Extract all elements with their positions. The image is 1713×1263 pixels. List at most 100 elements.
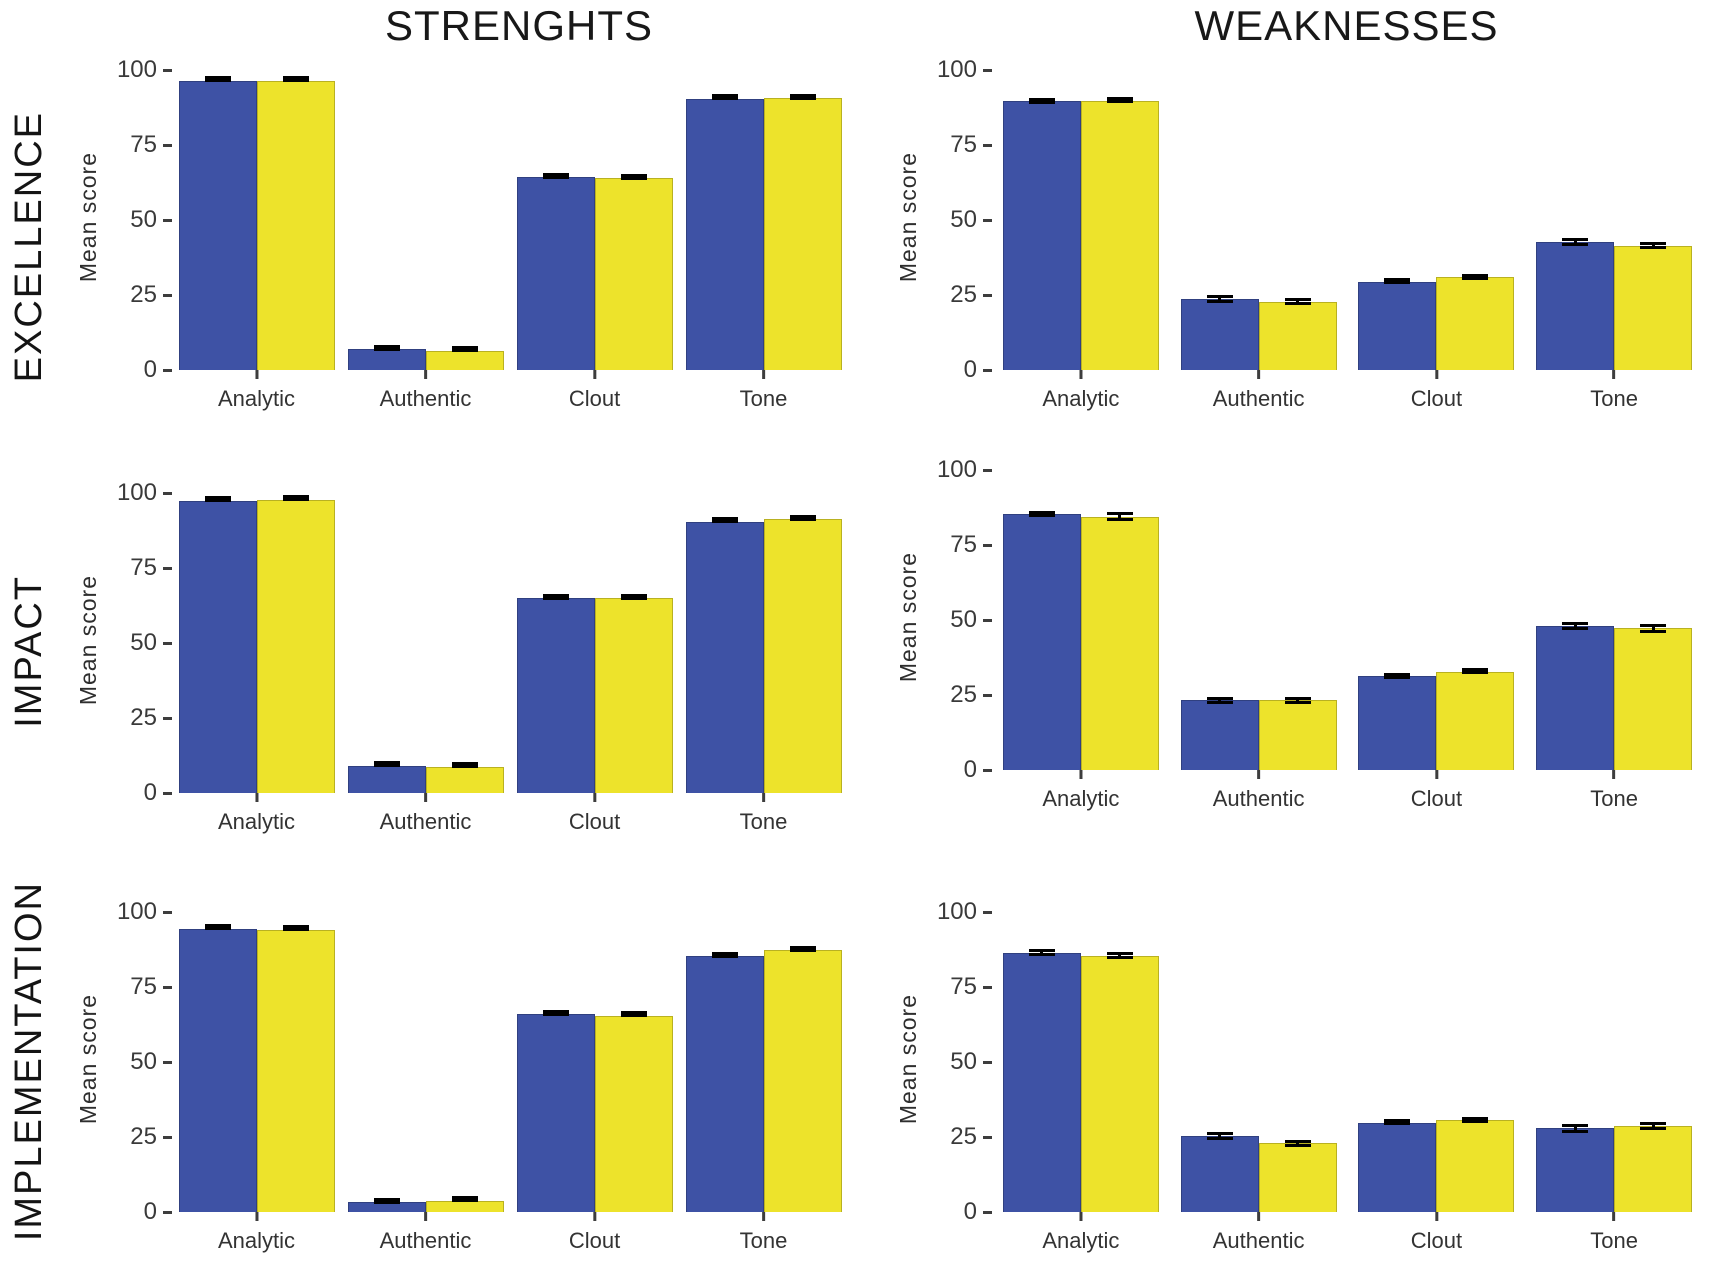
bar-group-tone <box>685 64 842 370</box>
bar-group-authentic <box>347 64 504 370</box>
bar-blue-analytic <box>1002 948 1081 1212</box>
y-tick-0: 0 <box>144 356 172 383</box>
y-tick-label: 25 <box>130 704 157 731</box>
panel-impact-weaknesses: Mean score 0 25 50 75 100 Analytic Authentic C… <box>878 443 1713 860</box>
y-tick-25: 25 <box>130 1123 172 1150</box>
column-title-text: STRENGHTS <box>384 2 653 49</box>
y-tick-label: 0 <box>143 1198 157 1225</box>
x-tick-mark <box>592 370 596 379</box>
y-tick-mark <box>163 368 172 372</box>
bar-group-tone <box>1536 906 1693 1212</box>
x-tick-authentic: Authentic <box>1213 370 1304 412</box>
x-tick-label: Tone <box>1590 786 1638 811</box>
x-axis: Analytic Authentic Clout Tone <box>992 1212 1703 1263</box>
bar-yellow-authentic <box>425 1196 504 1212</box>
bar-group-clout <box>516 487 673 793</box>
x-tick-label: Authentic <box>379 386 472 411</box>
x-tick-mark <box>762 1212 765 1221</box>
bar-group-tone <box>1536 64 1693 370</box>
y-tick-0: 0 <box>144 779 172 806</box>
bar-blue-clout <box>1358 672 1437 770</box>
error-bar <box>373 1197 400 1204</box>
y-tick-mark <box>983 543 992 547</box>
y-tick-mark <box>983 910 992 914</box>
bar-yellow-clout <box>594 1011 673 1212</box>
y-tick-label: 75 <box>130 554 157 581</box>
y-tick-mark <box>983 1060 992 1064</box>
error-bar <box>711 517 738 524</box>
bar-yellow-tone <box>1614 241 1693 370</box>
bar-blue-clout <box>516 172 595 370</box>
plot-area <box>172 64 848 370</box>
x-tick-tone: Tone <box>739 1212 788 1254</box>
y-tick-label: 50 <box>130 1048 157 1075</box>
x-tick-analytic: Analytic <box>1042 1212 1119 1254</box>
y-tick-label: 0 <box>963 756 977 783</box>
error-bar <box>1462 668 1489 674</box>
y-tick-0: 0 <box>143 1198 172 1225</box>
y-tick-mark <box>163 910 172 914</box>
y-tick-75: 75 <box>130 554 172 581</box>
y-tick-label: 100 <box>116 479 157 506</box>
x-tick-mark <box>254 793 258 802</box>
y-tick-75: 75 <box>950 131 992 158</box>
y-axis: 0 25 50 75 100 <box>106 56 172 383</box>
x-tick-tone: Tone <box>739 793 788 835</box>
x-axis: Analytic Authentic Clout Tone <box>172 370 848 443</box>
error-bar <box>282 495 309 502</box>
x-tick-label: Tone <box>739 809 788 834</box>
y-tick-label: 100 <box>116 898 157 925</box>
y-tick-label: 75 <box>130 973 157 1000</box>
x-tick-mark <box>254 1212 258 1221</box>
y-tick-mark <box>983 985 992 989</box>
column-title-strenghts: STRENGHTS <box>58 0 878 50</box>
y-tick-label: 25 <box>130 281 157 308</box>
error-bar <box>1106 952 1133 959</box>
error-bar <box>1206 294 1233 304</box>
y-tick-label: 100 <box>936 898 977 925</box>
y-tick-100: 100 <box>936 898 992 925</box>
y-tick-75: 75 <box>950 973 992 1000</box>
y-tick-50: 50 <box>950 1048 992 1075</box>
bar-blue-tone <box>685 951 764 1212</box>
row-label-excellence: EXCELLENCE <box>7 110 50 383</box>
bar-group-analytic <box>1002 464 1159 770</box>
bar-group-clout <box>1358 906 1515 1212</box>
bar-yellow-clout <box>1436 1116 1515 1212</box>
bar-yellow-analytic <box>256 495 335 793</box>
x-tick-mark <box>423 793 427 802</box>
bar-blue-clout <box>1358 1119 1437 1212</box>
x-tick-mark <box>1434 370 1438 379</box>
error-bar <box>1206 696 1233 704</box>
y-tick-label: 75 <box>950 531 977 558</box>
error-bar <box>1028 510 1055 518</box>
error-bar <box>1384 672 1411 679</box>
x-tick-label: Tone <box>739 1228 788 1253</box>
x-axis: Analytic Authentic Clout Tone <box>172 1212 848 1263</box>
y-tick-25: 25 <box>950 1123 992 1150</box>
y-tick-mark <box>983 143 992 147</box>
y-tick-mark <box>983 1135 992 1139</box>
x-tick-label: Analytic <box>217 1228 296 1253</box>
y-tick-25: 25 <box>950 681 992 708</box>
x-tick-mark <box>1434 770 1438 779</box>
error-bar <box>542 172 569 179</box>
y-tick-mark <box>163 293 172 297</box>
y-tick-100: 100 <box>117 56 172 83</box>
x-tick-analytic: Analytic <box>218 1212 295 1254</box>
bar-yellow-tone <box>763 515 842 793</box>
y-tick-label: 75 <box>950 131 977 158</box>
error-bar <box>282 925 309 932</box>
y-tick-50: 50 <box>130 206 172 233</box>
y-tick-label: 50 <box>950 606 977 633</box>
panel-impact-strenghts: Mean score 0 25 50 75 100 Analytic Authentic C… <box>58 443 878 860</box>
error-bar <box>1562 237 1589 246</box>
plot-area <box>992 64 1703 370</box>
error-bar <box>1562 1123 1589 1133</box>
y-tick-mark <box>983 768 992 772</box>
x-tick-label: Analytic <box>217 386 296 411</box>
y-tick-mark <box>163 1210 172 1214</box>
error-bar <box>1462 1116 1489 1123</box>
x-tick-authentic: Authentic <box>1213 770 1304 812</box>
y-tick-label: 0 <box>963 1198 977 1225</box>
